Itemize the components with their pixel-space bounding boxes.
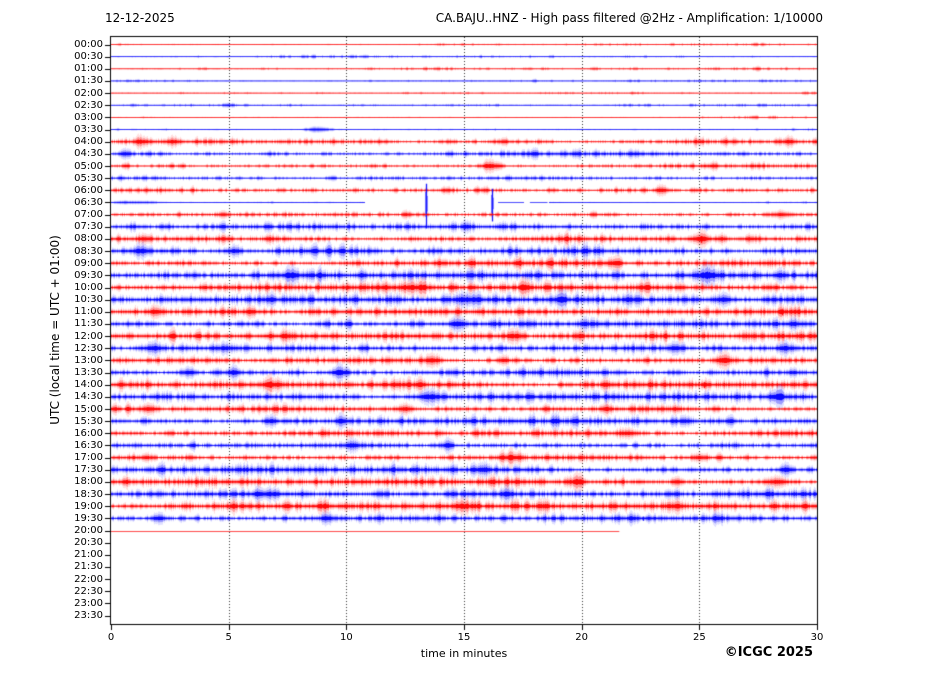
y-tick-label: 00:30 — [74, 51, 103, 63]
y-tick-label: 08:30 — [74, 245, 103, 257]
y-tick-label: 06:00 — [74, 184, 103, 196]
station-title: CA.BAJU..HNZ - High pass filtered @2Hz -… — [435, 11, 823, 25]
y-tick-label: 22:30 — [74, 585, 103, 597]
date-title: 12-12-2025 — [105, 11, 175, 25]
y-tick-label: 00:00 — [74, 39, 103, 50]
y-tick-label: 10:00 — [74, 282, 103, 293]
x-tick-label: 0 — [107, 632, 115, 643]
y-tick-label: 16:00 — [74, 427, 103, 439]
y-tick-label: 18:30 — [74, 488, 103, 500]
y-tick-label: 04:30 — [74, 148, 103, 160]
x-tick-label: 5 — [225, 632, 232, 643]
x-axis-label: time in minutes — [420, 647, 508, 660]
y-tick-label: 21:30 — [74, 561, 103, 573]
x-tick-label: 30 — [810, 632, 824, 643]
y-tick-label: 21:00 — [74, 549, 103, 561]
y-tick-label: 13:30 — [74, 367, 103, 379]
y-tick-label: 22:00 — [74, 573, 103, 585]
y-tick-label: 20:00 — [74, 525, 103, 536]
y-tick-label: 05:00 — [74, 160, 103, 172]
y-tick-label: 06:30 — [74, 196, 103, 208]
y-tick-label: 17:30 — [74, 464, 103, 476]
y-tick-label: 15:00 — [74, 403, 103, 415]
y-tick-label: 16:30 — [74, 439, 103, 451]
y-tick-label: 08:00 — [74, 233, 103, 245]
y-tick-label: 11:00 — [74, 306, 103, 318]
x-tick-label: 10 — [339, 632, 353, 643]
y-tick-label: 15:30 — [74, 415, 103, 427]
y-tick-label: 19:30 — [74, 512, 103, 524]
y-tick-label: 13:00 — [74, 354, 103, 366]
y-tick-label: 01:30 — [74, 75, 103, 87]
y-tick-label: 14:00 — [74, 379, 103, 391]
y-tick-label: 10:30 — [74, 294, 103, 306]
x-tick-label: 25 — [692, 632, 706, 643]
y-tick-label: 23:00 — [74, 597, 103, 609]
y-tick-label: 03:00 — [74, 111, 103, 123]
y-tick-label: 19:00 — [74, 500, 103, 512]
y-tick-label: 20:30 — [74, 537, 103, 549]
y-tick-label: 01:00 — [74, 63, 103, 75]
y-tick-label: 09:30 — [74, 269, 103, 281]
y-tick-label: 05:30 — [74, 172, 103, 184]
copyright: ©ICGC 2025 — [724, 645, 813, 660]
y-tick-label: 12:00 — [74, 330, 103, 342]
y-tick-label: 07:00 — [74, 209, 103, 221]
y-tick-label: 14:30 — [74, 391, 103, 403]
y-tick-label: 18:00 — [74, 476, 103, 488]
y-tick-label: 07:30 — [74, 221, 103, 233]
y-tick-label: 23:30 — [74, 610, 103, 622]
x-tick-label: 20 — [575, 632, 589, 643]
y-tick-label: 17:00 — [74, 452, 103, 464]
y-tick-label: 03:30 — [74, 124, 103, 136]
y-tick-label: 12:30 — [74, 342, 103, 354]
y-tick-label: 02:00 — [74, 87, 103, 99]
y-tick-label: 04:00 — [74, 136, 103, 148]
y-tick-label: 02:30 — [74, 99, 103, 111]
x-tick-label: 15 — [457, 632, 471, 643]
y-tick-label: 09:00 — [74, 257, 103, 269]
y-tick-label: 11:30 — [74, 318, 103, 330]
